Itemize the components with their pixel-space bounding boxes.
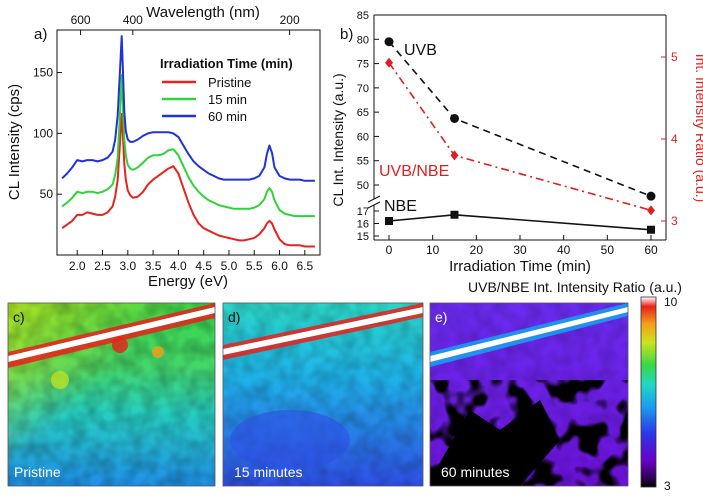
y-tick-label-b: 15 bbox=[357, 231, 369, 243]
x-tick-label-a: 5.5 bbox=[246, 259, 263, 273]
top-tick-label-a: 400 bbox=[123, 13, 143, 27]
heatmap-e-caption: 60 minutes bbox=[441, 464, 509, 480]
data-point-nbe bbox=[450, 210, 459, 219]
y2-axis-label-b: Int. Intensity Ratio (a.u.) bbox=[693, 54, 703, 203]
legend-label-60min: 60 min bbox=[208, 109, 247, 124]
series-group-a bbox=[61, 35, 315, 248]
y2-tick-label-b: 5 bbox=[671, 50, 678, 64]
data-point-uvb-nbe bbox=[385, 57, 393, 68]
heatmap-d bbox=[223, 303, 423, 486]
y-axis-label-a: CL Intensity (cps) bbox=[6, 84, 23, 200]
top-axis-label: Wavelength (nm) bbox=[146, 4, 260, 21]
y-ticks-a: 50 100 150 bbox=[33, 66, 62, 201]
x-ticks-a: 2.0 2.5 3.0 3.5 4.0 4.5 5.0 5.5 6.0 6.5 bbox=[69, 250, 313, 273]
y-tick-label-b: 16 bbox=[357, 219, 369, 231]
colorbar-min-label: 3 bbox=[664, 479, 671, 493]
axis-break-mark bbox=[367, 195, 381, 209]
y-tick-label-a: 50 bbox=[40, 187, 54, 201]
spectrum-line-15-min bbox=[61, 74, 315, 218]
x-tick-label-b: 40 bbox=[557, 243, 571, 257]
x-tick-label-b: 0 bbox=[386, 243, 393, 257]
y-tick-label-b: 75 bbox=[357, 59, 369, 71]
x-tick-label-a: 6.5 bbox=[296, 259, 313, 273]
y-tick-label-b: 85 bbox=[357, 10, 369, 22]
x-axis-label-b: Irradiation Time (min) bbox=[449, 258, 591, 275]
x-tick-label-b: 10 bbox=[426, 243, 440, 257]
heatmap-e bbox=[430, 303, 628, 486]
heatmap-c-caption: Pristine bbox=[14, 464, 61, 480]
series-line-uvb-nbe bbox=[388, 62, 652, 212]
heatmap-e-label: e) bbox=[435, 309, 447, 325]
top-tick-label-a: 200 bbox=[280, 13, 300, 27]
y-tick-label-b: 60 bbox=[357, 131, 369, 143]
x-tick-label-a: 4.5 bbox=[195, 259, 212, 273]
x-tick-label-b: 50 bbox=[601, 243, 615, 257]
x-tick-label-a: 4.0 bbox=[170, 259, 187, 273]
heatmap-c-label: c) bbox=[13, 309, 25, 325]
y2-tick-label-b: 3 bbox=[671, 214, 678, 228]
x-tick-label-a: 6.0 bbox=[271, 259, 288, 273]
panel-a-label: a) bbox=[34, 26, 47, 43]
series-line-nbe bbox=[388, 213, 652, 231]
legend-label-15min: 15 min bbox=[208, 92, 247, 107]
heatmap-d-frame bbox=[222, 302, 424, 487]
y2-tick-label-b: 4 bbox=[671, 132, 678, 146]
y-tick-label-b: 55 bbox=[357, 156, 369, 168]
top-ticks-a: 600 400 200 bbox=[71, 13, 300, 35]
y-tick-label-b: 70 bbox=[357, 83, 369, 95]
x-tick-label-b: 60 bbox=[644, 243, 658, 257]
data-point-nbe bbox=[647, 225, 655, 234]
y-tick-label-b: 17 bbox=[357, 206, 369, 218]
y-tick-label-b: 80 bbox=[357, 34, 369, 46]
data-point-uvb bbox=[384, 37, 394, 47]
colorbar-max-label: 10 bbox=[664, 295, 678, 309]
top-tick-label-a: 600 bbox=[71, 13, 91, 27]
heatmap-c bbox=[8, 303, 215, 486]
series-label-uvb-nbe: UVB/NBE bbox=[379, 163, 449, 180]
panel-b-label: b) bbox=[340, 26, 353, 43]
data-point-uvb-nbe bbox=[647, 205, 655, 216]
legend-a: Irradiation Time (min) Pristine 15 min 6… bbox=[160, 56, 293, 124]
x-tick-label-a: 5.0 bbox=[221, 259, 238, 273]
heatmap-c-frame bbox=[7, 302, 216, 487]
spectrum-line-pristine bbox=[61, 112, 315, 248]
x-ticks-b: 0 10 20 30 40 50 60 bbox=[386, 235, 658, 257]
plot-frame-a bbox=[56, 29, 321, 256]
series-group-b bbox=[384, 37, 656, 234]
x-tick-label-a: 2.5 bbox=[94, 259, 111, 273]
data-point-uvb bbox=[646, 191, 656, 201]
data-point-uvb-nbe bbox=[450, 150, 459, 161]
y-tick-label-b: 65 bbox=[357, 107, 369, 119]
panel-a: a) Wavelength (nm) 2.0 2.5 3.0 3.5 4.0 4.5 5.0… bbox=[6, 4, 321, 290]
spectrum-line-60-min bbox=[61, 35, 315, 182]
x-axis-label-a: Energy (eV) bbox=[148, 273, 228, 290]
heatmap-e-frame bbox=[429, 302, 629, 487]
y2-ticks-b: 3 4 5 bbox=[661, 50, 678, 228]
y-axis-label-b: CL Int. Intensity (a.u.) bbox=[330, 73, 346, 206]
legend-title: Irradiation Time (min) bbox=[160, 56, 293, 71]
x-tick-label-b: 30 bbox=[513, 243, 527, 257]
heatmap-title: UVB/NBE Int. Intensity Ratio (a.u.) bbox=[468, 279, 682, 295]
y-tick-label-a: 150 bbox=[33, 66, 53, 80]
heatmap-d-label: d) bbox=[228, 309, 240, 325]
x-tick-label-a: 3.0 bbox=[119, 259, 136, 273]
x-tick-label-a: 3.5 bbox=[145, 259, 162, 273]
data-point-nbe bbox=[385, 217, 393, 225]
x-tick-label-a: 2.0 bbox=[69, 259, 86, 273]
y-tick-label-b: 50 bbox=[357, 180, 369, 192]
colorbar bbox=[640, 296, 657, 488]
y-tick-label-a: 100 bbox=[33, 126, 53, 140]
legend-label-pristine: Pristine bbox=[208, 75, 251, 90]
heatmap-d-caption: 15 minutes bbox=[234, 464, 302, 480]
series-label-uvb: UVB bbox=[404, 42, 437, 59]
panel-b: b) 0 10 20 30 40 50 60 5055606570758085151617 … bbox=[330, 10, 703, 275]
x-tick-label-b: 20 bbox=[470, 243, 484, 257]
data-point-uvb bbox=[450, 113, 459, 123]
series-label-nbe: NBE bbox=[384, 198, 417, 215]
